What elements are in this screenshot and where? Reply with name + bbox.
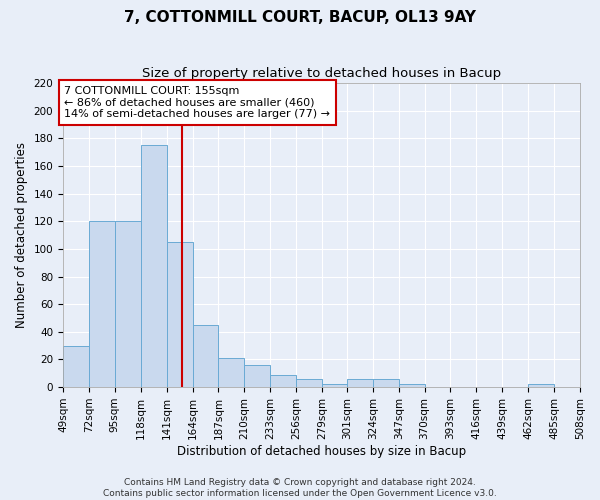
Bar bbox=[398, 384, 425, 387]
Bar bbox=[89, 222, 115, 387]
Bar bbox=[322, 384, 347, 387]
Bar bbox=[193, 325, 218, 387]
Bar bbox=[167, 242, 193, 387]
Bar bbox=[141, 145, 167, 387]
Y-axis label: Number of detached properties: Number of detached properties bbox=[15, 142, 28, 328]
Bar bbox=[244, 365, 270, 387]
Bar bbox=[373, 379, 398, 387]
Bar bbox=[63, 346, 89, 387]
Text: 7, COTTONMILL COURT, BACUP, OL13 9AY: 7, COTTONMILL COURT, BACUP, OL13 9AY bbox=[124, 10, 476, 25]
Bar bbox=[115, 222, 141, 387]
Bar bbox=[218, 358, 244, 387]
Bar bbox=[270, 374, 296, 387]
Text: 7 COTTONMILL COURT: 155sqm
← 86% of detached houses are smaller (460)
14% of sem: 7 COTTONMILL COURT: 155sqm ← 86% of deta… bbox=[64, 86, 330, 119]
Bar bbox=[347, 379, 373, 387]
Bar bbox=[528, 384, 554, 387]
Text: Contains HM Land Registry data © Crown copyright and database right 2024.
Contai: Contains HM Land Registry data © Crown c… bbox=[103, 478, 497, 498]
Title: Size of property relative to detached houses in Bacup: Size of property relative to detached ho… bbox=[142, 68, 501, 80]
X-axis label: Distribution of detached houses by size in Bacup: Distribution of detached houses by size … bbox=[177, 444, 466, 458]
Bar bbox=[296, 379, 322, 387]
